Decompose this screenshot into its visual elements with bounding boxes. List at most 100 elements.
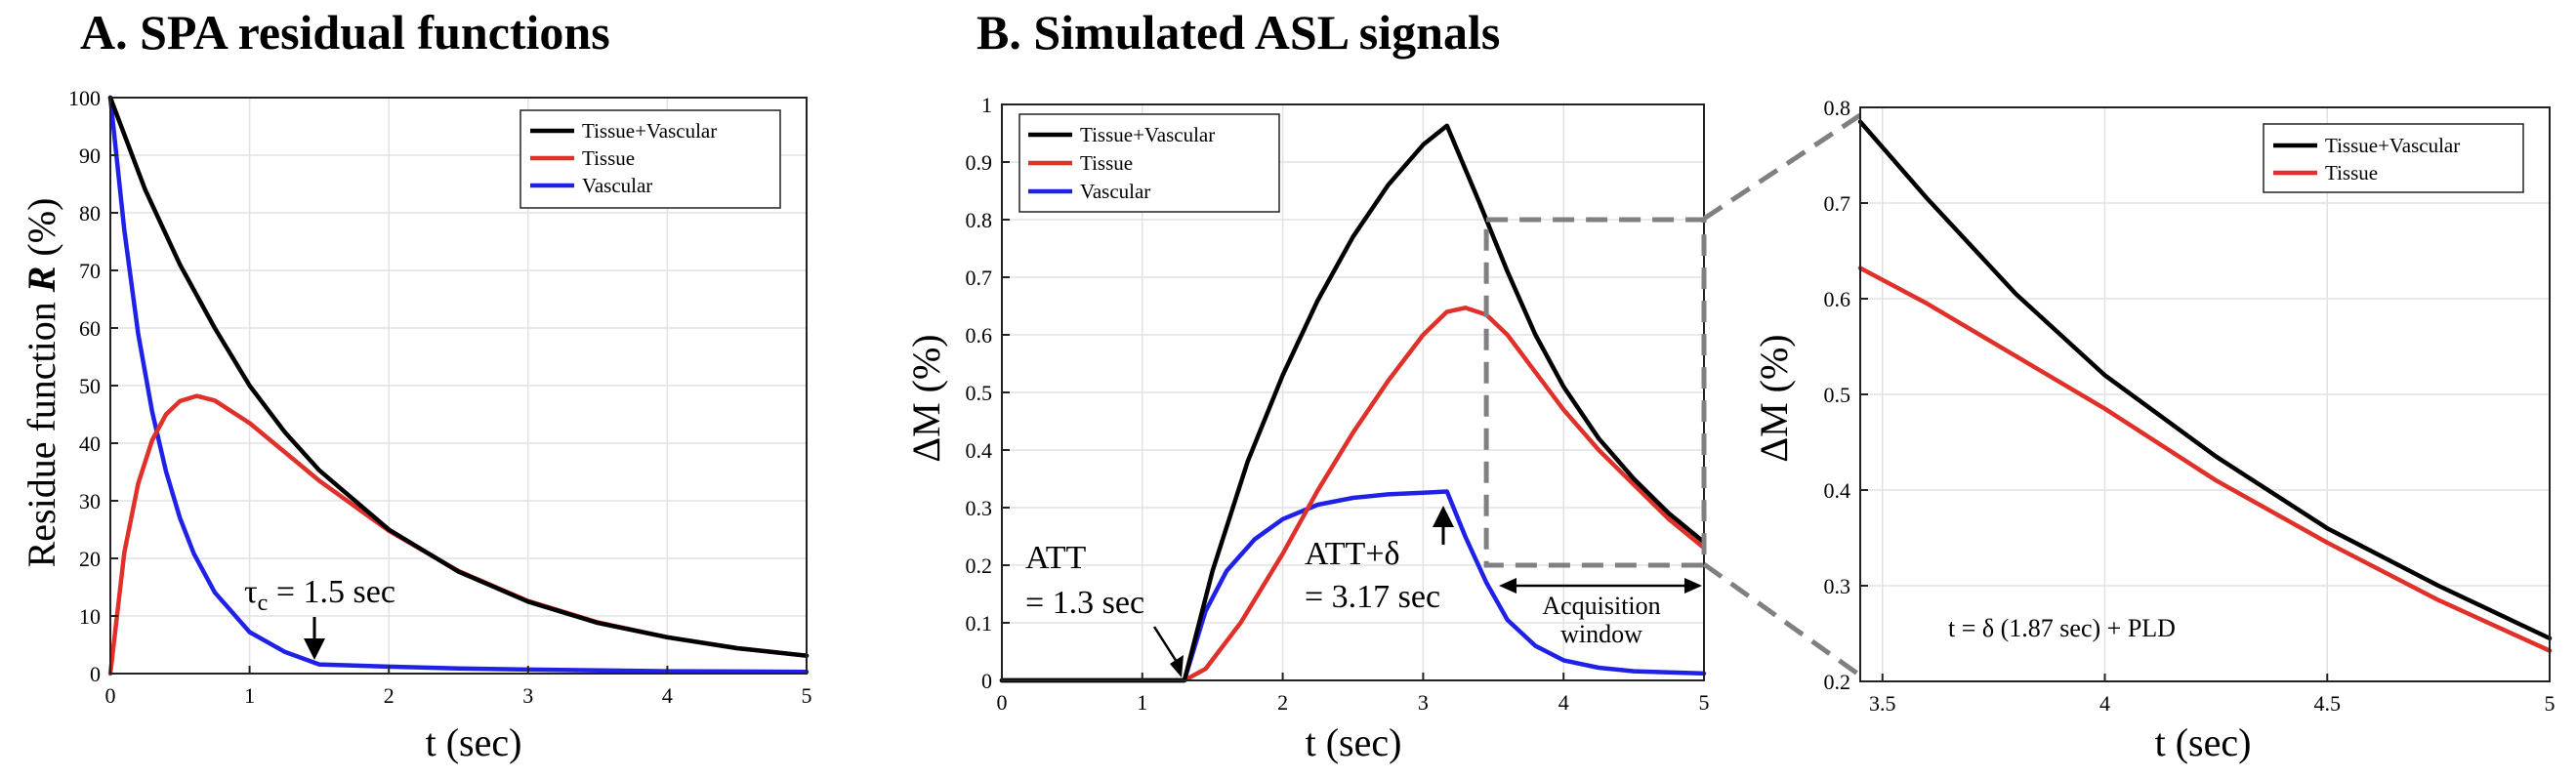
x-tick-label: 1 (244, 683, 255, 708)
y-tick-label: 0.8 (966, 208, 993, 232)
legend-a: Tissue+Vascular Tissue Vascular (519, 109, 781, 209)
y-tick-label: 0.7 (1824, 191, 1851, 216)
y-tick-label: 0.2 (966, 554, 993, 578)
att-annotation: ATT = 1.3 sec (1025, 540, 1184, 677)
y-tick-label: 0 (90, 662, 101, 686)
y-tick-label: 70 (79, 259, 101, 283)
x-tick-label: 5 (802, 683, 812, 708)
x-tick-label: 4 (662, 683, 673, 708)
y-tick-label: 0.4 (1824, 478, 1851, 503)
y-tick-label: 0.6 (966, 323, 993, 348)
x-tick-label: 0 (997, 690, 1008, 715)
series-line-tissue (999, 306, 1707, 683)
y-axis-label-b: ΔM (%) (904, 334, 948, 462)
series-line-tissue (107, 393, 810, 676)
x-tick-label: 4 (2099, 691, 2110, 716)
y-tick-label: 0.4 (966, 438, 993, 463)
y-tick-label: 30 (79, 489, 101, 513)
legend-b: Tissue+Vascular Tissue Vascular (1018, 113, 1280, 213)
x-tick-label: 0 (105, 683, 116, 708)
y-tick-label: 0.7 (966, 266, 993, 290)
legend-label-vascular: Vascular (582, 174, 652, 197)
series-line-vascular (999, 489, 1707, 683)
x-tick-label: 3.5 (1869, 691, 1896, 716)
acquisition-window: Acquisition window (1483, 217, 1707, 648)
ticks-b: 0 1 2 3 4 5 0 0.1 0.2 0.3 0.4 0.5 0.6 0.7 0.8 0.9 1 (966, 93, 1710, 715)
x-tick-label: 2 (1277, 690, 1288, 715)
x-axis-label-b: t (sec) (1306, 720, 1402, 764)
y-tick-label: 40 (79, 431, 101, 456)
x-tick-label: 1 (1137, 690, 1147, 715)
legend-c-label-tissue-vascular: Tissue+Vascular (2325, 134, 2460, 157)
y-tick-label: 10 (79, 604, 101, 629)
legend-c-label-tissue: Tissue (2325, 161, 2378, 184)
tau-annotation: τc = 1.5 sec (244, 574, 395, 660)
series-line-vascular (107, 95, 810, 675)
x-axis-label-c: t (sec) (2155, 720, 2252, 764)
legend-label-tissue: Tissue (582, 146, 635, 170)
y-label-suffix-a: (%) (20, 198, 63, 266)
y-tick-label: 0.9 (966, 150, 993, 175)
y-tick-label: 60 (79, 316, 101, 341)
att-label-line2: = 1.3 sec (1025, 585, 1144, 621)
att-delta-label-line2: = 3.17 sec (1305, 579, 1440, 615)
x-tick-label: 4.5 (2314, 691, 2342, 716)
panel-a-title: A. SPA residual functions (80, 5, 610, 60)
series-a (107, 95, 810, 676)
y-tick-label: 0.3 (966, 496, 993, 520)
tau-value: = 1.5 sec (268, 574, 395, 610)
chart-panel-c: 3.5 4 4.5 5 0.2 0.3 0.4 0.5 0.6 0.7 0.8 t (sec) ΔM… (1752, 96, 2555, 764)
y-tick-label: 100 (68, 86, 101, 110)
y-axis-label-a: Residue function R (%) (20, 198, 63, 568)
panel-b-title: B. Simulated ASL signals (976, 5, 1500, 60)
series-line-tissue (1857, 266, 2553, 653)
x-tick-label: 5 (1699, 690, 1710, 715)
series-line-tissue-vascular (1857, 119, 2553, 641)
att-delta-arrow-head (1433, 506, 1454, 527)
tau-symbol: τ (244, 574, 258, 610)
att-arrow-head (1170, 655, 1184, 677)
y-tick-label: 90 (79, 144, 101, 168)
chart-panel-b: 0 1 2 3 4 5 0 0.1 0.2 0.3 0.4 0.5 0.6 0.7 0.8 0.9 1 t (s… (904, 93, 1710, 764)
series-line-tissue-vascular (107, 95, 810, 658)
ticks-c: 3.5 4 4.5 5 0.2 0.3 0.4 0.5 0.6 0.7 0.8 (1824, 96, 2555, 716)
x-tick-label: 2 (384, 683, 395, 708)
legend-b-label-tissue: Tissue (1080, 151, 1133, 175)
x-axis-label-a: t (sec) (426, 720, 522, 764)
att-arrow-shaft (1152, 626, 1179, 663)
y-tick-label: 0.2 (1824, 670, 1851, 694)
y-label-symbol-a: R (20, 266, 63, 294)
series-b (999, 123, 1707, 683)
acquisition-window-box (1483, 217, 1707, 568)
tau-label: τc = 1.5 sec (244, 574, 395, 616)
att-delta-label-line1: ATT+δ (1305, 536, 1400, 572)
tau-arrow-head (304, 638, 325, 660)
acquisition-label-line2: window (1560, 620, 1642, 648)
legend-b-label-tissue-vascular: Tissue+Vascular (1080, 123, 1215, 146)
x-tick-label: 3 (1418, 690, 1429, 715)
series-c (1857, 119, 2553, 653)
y-tick-label: 80 (79, 201, 101, 226)
y-tick-label: 0.8 (1824, 96, 1851, 120)
y-tick-label: 0.1 (966, 611, 993, 636)
y-tick-label: 0 (981, 669, 992, 693)
y-axis-label-c: ΔM (%) (1752, 334, 1796, 462)
y-tick-label: 1 (981, 93, 992, 117)
x-tick-label: 5 (2545, 691, 2555, 716)
legend-label-tissue-vascular: Tissue+Vascular (582, 119, 717, 143)
y-label-prefix-a: Residue function (20, 292, 63, 567)
y-tick-label: 0.5 (966, 381, 993, 405)
legend-b-label-vascular: Vascular (1080, 180, 1150, 203)
y-tick-label: 20 (79, 547, 101, 571)
x-tick-label: 3 (522, 683, 533, 708)
legend-box-c (2263, 123, 2524, 193)
att-delta-annotation: ATT+δ = 3.17 sec (1305, 506, 1454, 615)
pld-formula: t = δ (1.87 sec) + PLD (1948, 614, 2176, 642)
x-tick-label: 4 (1558, 690, 1569, 715)
att-label-line1: ATT (1025, 540, 1087, 576)
y-tick-label: 0.3 (1824, 574, 1851, 598)
acquisition-arrow-right (1684, 578, 1702, 594)
